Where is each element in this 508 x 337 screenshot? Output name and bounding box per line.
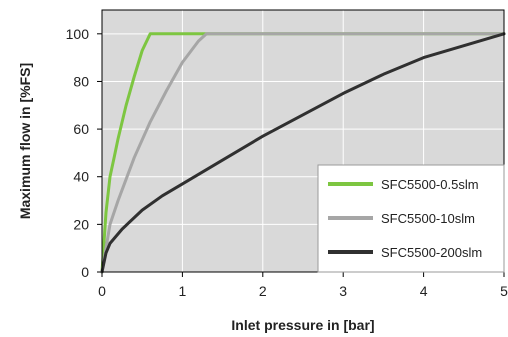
series-line-2 — [100, 32, 506, 274]
x-tick-label: 2 — [259, 283, 267, 299]
y-tick-label: 100 — [66, 26, 90, 42]
x-tick-label: 5 — [500, 283, 508, 299]
x-axis-ticks: 0 1 2 3 4 5 — [98, 272, 508, 299]
legend: SFC5500-0.5slm SFC5500-10slm SFC5500-200sl… — [317, 164, 505, 273]
x-tick-label: 3 — [339, 283, 347, 299]
series-line-1 — [100, 32, 506, 274]
y-tick-label: 0 — [81, 264, 89, 280]
y-axis-ticks: 0 20 40 60 80 100 — [66, 26, 102, 280]
legend-label-1: SFC5500-10slm — [381, 211, 475, 226]
legend-items: SFC5500-0.5slm SFC5500-10slm SFC5500-200sl… — [328, 177, 482, 260]
y-tick-label: 40 — [73, 169, 89, 185]
legend-label-0: SFC5500-0.5slm — [381, 177, 479, 192]
y-tick-label: 20 — [73, 216, 89, 232]
y-tick-label: 80 — [73, 73, 89, 89]
y-tick-label: 60 — [73, 121, 89, 137]
x-tick-label: 1 — [179, 283, 187, 299]
x-tick-label: 4 — [420, 283, 428, 299]
x-axis-title: Inlet pressure in [bar] — [231, 317, 374, 333]
plot-border — [101, 9, 505, 273]
series-layer — [100, 32, 506, 274]
x-tick-label: 0 — [98, 283, 106, 299]
y-axis-title: Maximum flow in [%FS] — [17, 63, 33, 219]
legend-label-2: SFC5500-200slm — [381, 245, 482, 260]
series-line-0 — [100, 32, 506, 274]
